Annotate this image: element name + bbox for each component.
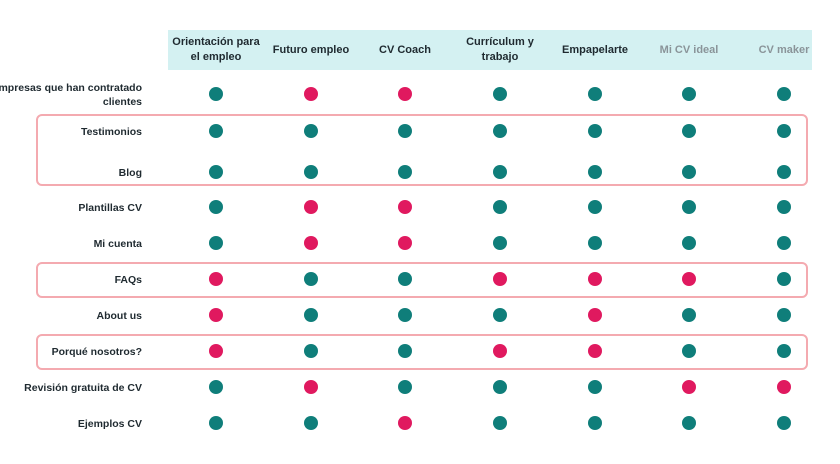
check-dot-icon xyxy=(777,87,791,101)
cross-dot-icon xyxy=(398,416,412,430)
check-dot-icon xyxy=(493,165,507,179)
check-dot-icon xyxy=(398,380,412,394)
check-dot-icon xyxy=(398,272,412,286)
cross-dot-icon xyxy=(304,87,318,101)
cross-dot-icon xyxy=(682,380,696,394)
check-dot-icon xyxy=(398,124,412,138)
column-header-cv-coach: CV Coach xyxy=(379,43,431,56)
check-dot-icon xyxy=(493,416,507,430)
cross-dot-icon xyxy=(398,236,412,250)
cross-dot-icon xyxy=(493,272,507,286)
check-dot-icon xyxy=(398,165,412,179)
check-dot-icon xyxy=(777,236,791,250)
check-dot-icon xyxy=(493,87,507,101)
highlight-group-testimonios-blog xyxy=(36,114,808,186)
row-label: About us xyxy=(96,310,143,322)
check-dot-icon xyxy=(588,87,602,101)
check-dot-icon xyxy=(682,200,696,214)
check-dot-icon xyxy=(398,344,412,358)
check-dot-icon xyxy=(682,165,696,179)
cross-dot-icon xyxy=(304,200,318,214)
cross-dot-icon xyxy=(398,200,412,214)
check-dot-icon xyxy=(209,200,223,214)
check-dot-icon xyxy=(777,416,791,430)
highlight-group-porque-nosotros xyxy=(36,334,808,370)
check-dot-icon xyxy=(682,236,696,250)
check-dot-icon xyxy=(588,124,602,138)
check-dot-icon xyxy=(209,380,223,394)
check-dot-icon xyxy=(209,165,223,179)
check-dot-icon xyxy=(304,308,318,322)
cross-dot-icon xyxy=(777,380,791,394)
cross-dot-icon xyxy=(588,344,602,358)
check-dot-icon xyxy=(588,416,602,430)
row-label: Empresas que han contratado clientes xyxy=(0,82,142,108)
row-label: FAQs xyxy=(114,274,142,286)
check-dot-icon xyxy=(777,308,791,322)
cross-dot-icon xyxy=(588,272,602,286)
column-header-cv-maker: CV maker xyxy=(758,43,810,56)
row-label: Plantillas CV xyxy=(78,202,142,214)
check-dot-icon xyxy=(777,124,791,138)
cross-dot-icon xyxy=(588,308,602,322)
check-dot-icon xyxy=(209,87,223,101)
check-dot-icon xyxy=(588,236,602,250)
cross-dot-icon xyxy=(209,308,223,322)
check-dot-icon xyxy=(304,124,318,138)
check-dot-icon xyxy=(209,416,223,430)
check-dot-icon xyxy=(304,344,318,358)
check-dot-icon xyxy=(682,416,696,430)
cross-dot-icon xyxy=(209,272,223,286)
row-label: Mi cuenta xyxy=(93,238,142,250)
cross-dot-icon xyxy=(398,87,412,101)
check-dot-icon xyxy=(588,380,602,394)
check-dot-icon xyxy=(493,380,507,394)
check-dot-icon xyxy=(493,124,507,138)
check-dot-icon xyxy=(682,124,696,138)
row-label: Porqué nosotros? xyxy=(51,346,142,358)
header-band xyxy=(168,30,812,70)
check-dot-icon xyxy=(588,165,602,179)
column-header-futuro-empleo: Futuro empleo xyxy=(272,43,350,56)
cross-dot-icon xyxy=(682,272,696,286)
row-label: Revisión gratuita de CV xyxy=(24,382,142,394)
check-dot-icon xyxy=(777,272,791,286)
column-header-empapelarte: Empapelarte xyxy=(561,43,629,56)
check-dot-icon xyxy=(304,416,318,430)
column-header-orientacion: Orientación para el empleo xyxy=(172,36,260,63)
row-label: Testimonios xyxy=(80,126,142,138)
check-dot-icon xyxy=(493,236,507,250)
column-header-mi-cv-ideal: Mi CV ideal xyxy=(659,43,719,56)
highlight-group-faqs xyxy=(36,262,808,298)
cross-dot-icon xyxy=(493,344,507,358)
check-dot-icon xyxy=(304,165,318,179)
check-dot-icon xyxy=(304,272,318,286)
cross-dot-icon xyxy=(209,344,223,358)
cross-dot-icon xyxy=(304,236,318,250)
check-dot-icon xyxy=(682,308,696,322)
check-dot-icon xyxy=(209,124,223,138)
check-dot-icon xyxy=(398,308,412,322)
check-dot-icon xyxy=(493,308,507,322)
check-dot-icon xyxy=(777,344,791,358)
cross-dot-icon xyxy=(304,380,318,394)
column-header-curriculum-trabajo: Currículum y trabajo xyxy=(466,36,534,63)
check-dot-icon xyxy=(777,200,791,214)
check-dot-icon xyxy=(588,200,602,214)
row-label: Blog xyxy=(118,167,142,179)
check-dot-icon xyxy=(777,165,791,179)
check-dot-icon xyxy=(493,200,507,214)
row-label: Ejemplos CV xyxy=(77,418,142,430)
check-dot-icon xyxy=(682,344,696,358)
check-dot-icon xyxy=(682,87,696,101)
check-dot-icon xyxy=(209,236,223,250)
